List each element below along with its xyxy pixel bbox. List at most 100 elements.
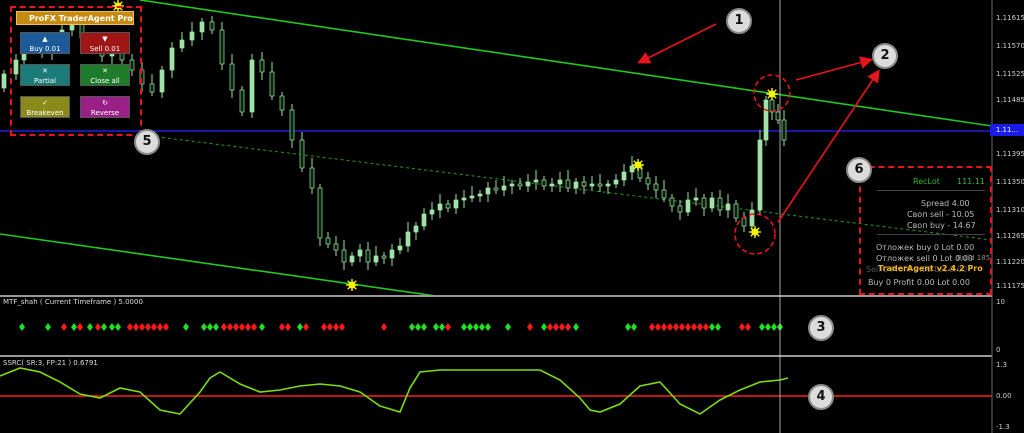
arrow-marker-dot [768,90,776,98]
panel-button-label: Close all [90,77,120,85]
mtf-shah-indicator-pane [19,323,783,331]
mtf-signal-down [673,323,679,331]
candle-body [317,187,323,239]
price-axis-label: 1.11525 [996,70,1024,78]
candle-body [189,31,195,41]
panel-button-sell-0-01[interactable]: ▼ Sell 0.01 [80,32,130,54]
mtf-signal-up [709,323,715,331]
candle-body [517,183,523,187]
mtf-signal-up [115,323,121,331]
candle-body [525,181,531,187]
price-axis-label: 1.11485 [996,96,1024,104]
candle-body [645,177,651,185]
mtf-signal-up [415,323,421,331]
mtf-signal-down [697,323,703,331]
mtf-signal-down [703,323,709,331]
annotation-arrow-1 [637,23,717,64]
candle-body [613,179,619,185]
candle-body [199,21,205,33]
mtf-signal-down [667,323,673,331]
mtf-signal-up [71,323,77,331]
brand-label: TraderAgent v2.4.2 Pro [878,264,983,273]
mtf-signal-down [95,323,101,331]
panel-button-close-all[interactable]: ✕ Close all [80,64,130,86]
ssrc-axis-top: 1.3 [996,361,1008,369]
candle-body [763,99,769,141]
panel-button-label: Breakeven [26,109,64,117]
candle-body [461,197,467,201]
candle-body [693,197,699,201]
mtf-signal-down [163,323,169,331]
mtf-signal-up [505,323,511,331]
candle-body [413,225,419,233]
mtf-signal-down [547,323,553,331]
candle-body [259,59,265,73]
candle-body [249,59,255,113]
ssrc-line [0,367,789,415]
price-axis-label: 1.11350 [996,178,1024,186]
mtf-signal-up [715,323,721,331]
annotation-badge-6: 6 [846,157,872,183]
panel-button-buy-0-01[interactable]: ▲ Buy 0.01 [20,32,70,54]
price-axis-label: 1.11570 [996,42,1024,50]
ssrc-axis-zero: 0.00 [996,392,1012,400]
candle-body [557,179,563,185]
reclot-label: RecLot [913,177,940,186]
sell-profit-row: Sell 0 Profit 0.00 Lot 0.00 [866,265,968,274]
candle-body [381,255,387,259]
trader-agent-panel: ProFX TraderAgent Pro ▲ Buy 0.01 ▼ Sell 0.0… [10,6,142,136]
candle-body [179,39,185,49]
candle-body [405,231,411,247]
pending-sell-row: Отложек sell 0 Lot 0.00 [876,254,973,263]
candle-body [741,217,747,227]
candle-body [485,187,491,195]
mtf-signal-down [133,323,139,331]
spread-value: Spread 4.00 [921,199,970,208]
candle-body [565,179,571,189]
candle-body [597,183,603,187]
mtf-signal-up [409,323,415,331]
mtf-signal-up [625,323,631,331]
highlight-circle-bottom [734,213,776,255]
candle-body [309,167,315,189]
mtf-signal-down [691,323,697,331]
candle-body [493,187,499,191]
buy-profit-row: Buy 0 Profit 0.00 Lot 0.00 [868,278,970,287]
candle-body [299,139,305,169]
panel-button-partial[interactable]: ✕ Partial [20,64,70,86]
mtf-signal-up [421,323,427,331]
candle-body [269,71,275,97]
candle-body [677,205,683,213]
ssrc-indicator-title: SSRC( SR:3, FP:21 ) 0.6791 [3,359,98,367]
panel-title[interactable]: ProFX TraderAgent Pro [16,11,134,25]
pending-buy-row: Отложек buy 0 Lot 0.00 [876,243,975,252]
mtf-signal-down [151,323,157,331]
candle-body [541,179,547,187]
panel-button-breakeven[interactable]: ✓ Breakeven [20,96,70,118]
mtf-signal-up [259,323,265,331]
triangle-down-icon: ▼ [102,35,108,43]
candle-body [701,197,707,209]
panel-button-label: Buy 0.01 [29,45,61,53]
check-icon: ✓ [42,99,48,107]
candle-body [749,209,755,227]
mtf-signal-down [655,323,661,331]
mtf-signal-up [19,323,25,331]
mtf-signal-up [467,323,473,331]
candle-body [333,243,339,251]
panel-button-reverse[interactable]: ↻ Reverse [80,96,130,118]
candle-body [589,183,595,187]
ssrc-axis-bottom: -1.3 [996,423,1010,431]
panel-button-label: Sell 0.01 [89,45,121,53]
mtf-signal-up [101,323,107,331]
candle-body [685,199,691,213]
mtf-signal-down [661,323,667,331]
mtf-signal-up [485,323,491,331]
mtf-signal-up [207,323,213,331]
candle-body [421,213,427,227]
candle-body [289,109,295,141]
candle-body [1,73,7,89]
triangle-up-icon: ▲ [42,35,48,43]
mtf-signal-down [333,323,339,331]
candle-body [13,59,19,75]
